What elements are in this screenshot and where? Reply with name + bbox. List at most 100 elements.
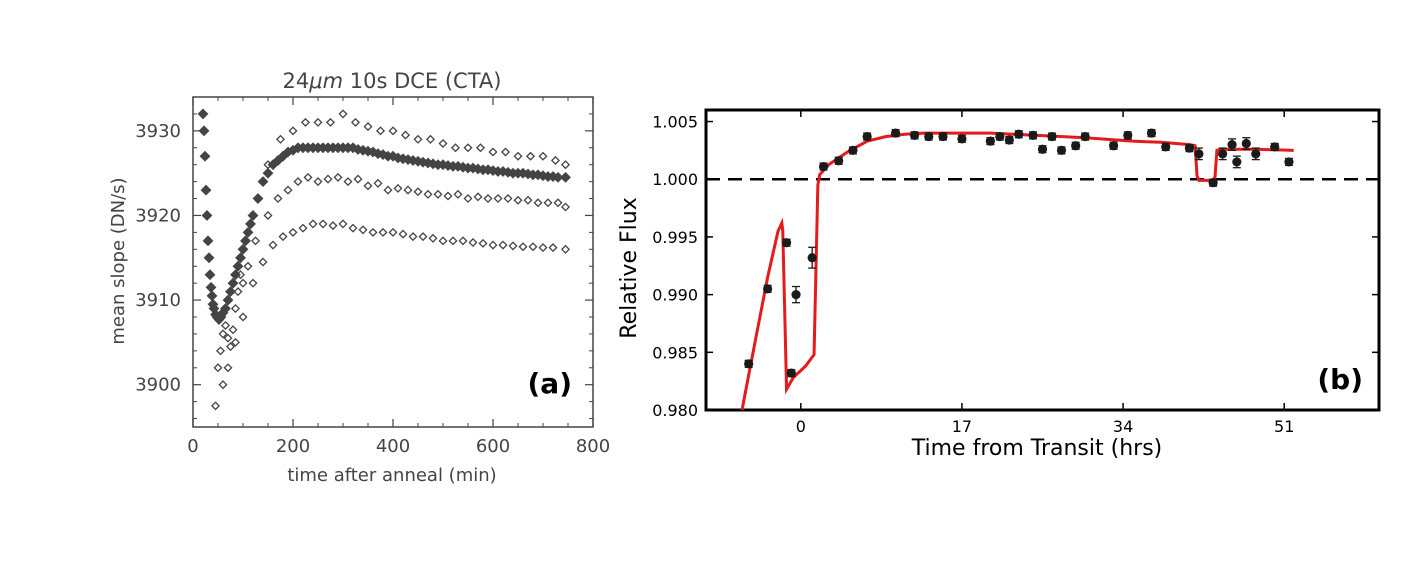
data-point [438,139,448,149]
data-point [205,281,217,293]
panel-a-label: (a) [528,367,573,400]
panel-b: 0 17 34 51 0.980 0.985 0.990 0.995 1.000 1.005 Ti… [617,108,1381,461]
data-point [353,174,363,184]
data-point [781,238,792,248]
data-point [538,243,548,253]
data-point [957,134,967,144]
data-point [210,401,221,411]
data-point [198,125,210,137]
data-point [283,185,293,195]
panel-a-xlabel: time after anneal (min) [287,465,496,486]
data-point [498,240,508,250]
data-point [230,269,241,281]
data-point [199,150,211,162]
data-point [225,286,236,298]
x-tick-label: 0 [187,436,198,457]
panel-b-ticks: 0 17 34 51 0.980 0.985 0.990 0.995 1.000 1.005 [652,110,1379,436]
data-point [488,240,498,250]
data-point [325,117,336,127]
data-point [538,151,548,161]
data-point [268,240,278,250]
data-point [475,143,486,153]
data-point [213,363,223,373]
panel-a-ylabel: mean slope (DN/s) [108,177,129,344]
data-point [204,269,216,281]
data-point [1284,157,1294,167]
data-point [220,303,231,314]
data-point [228,325,238,335]
data-point [1194,149,1204,159]
data-point [1146,128,1157,138]
x-tick-label: 200 [276,436,310,457]
data-point [238,312,248,322]
data-point [218,329,228,339]
data-point [220,320,231,330]
data-point [834,156,844,166]
data-point [225,342,236,352]
panel-b-xlabel: Time from Transit (hrs) [911,436,1163,461]
data-point [560,202,571,212]
data-point [275,134,286,144]
data-point [300,117,311,127]
y-tick-label: 3930 [135,121,181,142]
model-curve [740,131,1294,411]
data-point [343,177,353,187]
data-point [513,195,523,205]
data-point [1270,142,1280,152]
y-tick-label: 0.980 [652,401,698,420]
panel-a-ticks: 0 200 400 600 800 3900 3910 3920 3930 [135,96,610,457]
data-point [247,210,259,221]
data-point [560,171,571,183]
x-tick-label: 51 [1274,417,1294,436]
data-point [333,172,343,182]
data-point [1208,178,1218,188]
data-point [553,198,563,208]
data-point [1028,130,1038,140]
data-point [744,359,754,369]
panel-b-points [744,128,1294,378]
data-point [1161,142,1171,152]
data-point [263,210,273,220]
data-point [240,235,251,247]
x-tick-label: 17 [952,417,972,436]
data-point [222,294,234,306]
data-point [807,253,817,263]
data-point [523,195,533,205]
data-point [243,261,253,271]
y-tick-label: 1.000 [652,170,698,189]
data-point [350,117,361,127]
data-point [257,176,269,188]
data-point [262,167,274,179]
data-point [223,363,233,373]
data-point [197,108,209,120]
data-point [1071,141,1081,151]
data-point [378,227,388,237]
data-point [413,134,423,144]
data-point [263,160,273,170]
data-point [1251,149,1261,159]
y-tick-label: 0.995 [652,228,698,247]
data-point [518,242,528,252]
data-point [533,198,543,208]
data-point [786,368,796,378]
data-point [232,260,244,272]
data-point [438,236,448,246]
data-point [448,236,458,246]
data-point [463,194,473,204]
data-point [500,147,511,157]
data-point [206,290,218,302]
data-point [230,337,241,347]
data-point [450,143,461,153]
data-point [383,185,393,195]
data-point [1004,135,1014,145]
data-point [508,241,518,251]
data-point [223,333,233,343]
data-point [375,126,386,136]
data-point [425,134,436,144]
data-point [985,136,995,146]
data-point [238,278,248,288]
data-point [1037,144,1048,154]
data-point [890,128,901,138]
data-point [388,227,398,237]
